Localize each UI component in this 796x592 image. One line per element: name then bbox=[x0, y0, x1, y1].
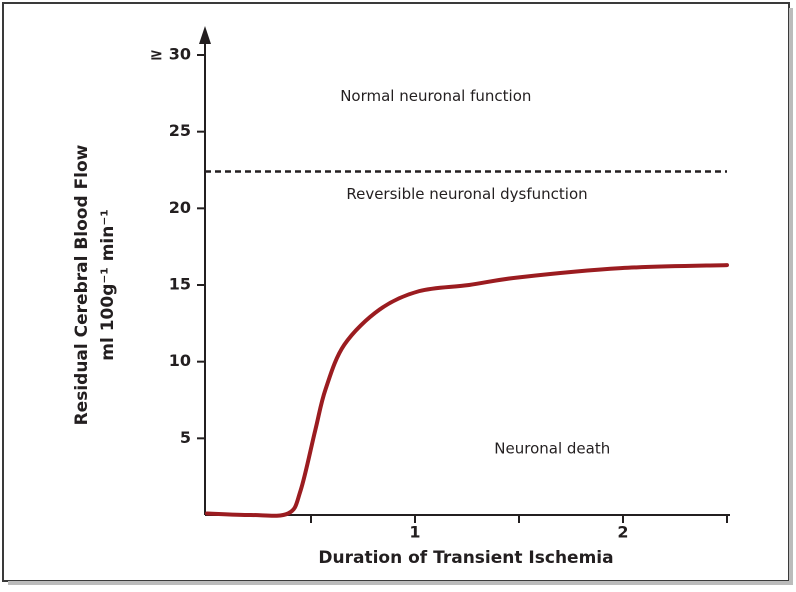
y-tick-label: 25 bbox=[169, 121, 191, 140]
annotation: Reversible neuronal dysfunction bbox=[346, 185, 587, 203]
frame-shadow bbox=[789, 8, 793, 584]
frame-shadow bbox=[8, 581, 793, 585]
x-tick-label: 2 bbox=[617, 523, 628, 542]
x-axis-label: Duration of Transient Ischemia bbox=[318, 548, 613, 568]
line bbox=[205, 263, 729, 518]
y-tick-label: 5 bbox=[180, 428, 191, 447]
frame bbox=[2, 2, 790, 582]
y-axis-label: ml 100g⁻¹ min⁻¹ bbox=[98, 209, 118, 361]
y-axis-arrow bbox=[199, 26, 211, 44]
y-tick-label: ≥ 30 bbox=[150, 45, 191, 64]
y-tick-label: 15 bbox=[169, 275, 191, 294]
y-tick-label: 10 bbox=[169, 351, 191, 370]
x-tick-label: 1 bbox=[409, 523, 420, 542]
annotation: Normal neuronal function bbox=[340, 87, 531, 105]
y-axis-label: Residual Cerebral Blood Flow bbox=[72, 144, 92, 425]
y-tick-label: 20 bbox=[169, 198, 191, 217]
annotation: Neuronal death bbox=[494, 440, 610, 458]
